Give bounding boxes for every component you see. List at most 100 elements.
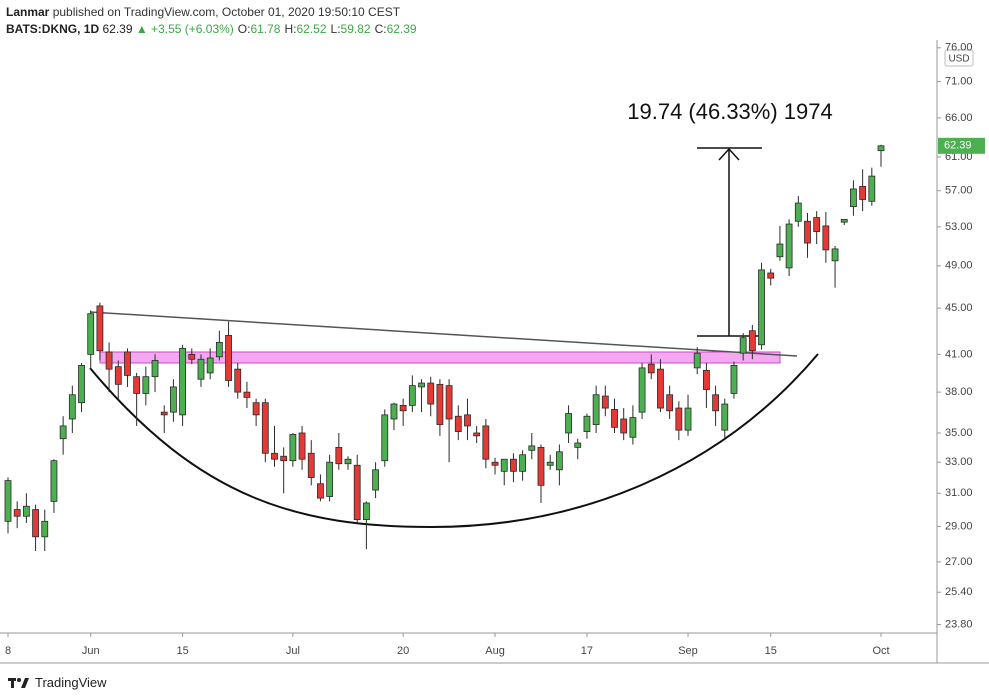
ohlc-label: H: — [284, 22, 297, 36]
y-tick-label: 66.00 — [945, 112, 973, 124]
candle-body — [804, 220, 811, 244]
x-tick-label: Jun — [82, 645, 100, 657]
brand: TradingView — [35, 675, 107, 690]
candle-body — [261, 402, 269, 454]
candle-body — [243, 391, 251, 398]
y-tick-label: 49.00 — [945, 260, 973, 272]
candle-body — [87, 313, 95, 355]
candle-body — [188, 353, 196, 360]
last-price: 62.39 — [102, 22, 133, 36]
candle-body — [436, 383, 444, 425]
y-tick-label: 45.00 — [945, 302, 973, 314]
candle-body — [583, 415, 591, 432]
candle-body — [206, 357, 214, 374]
candle-body — [307, 452, 315, 478]
candle-body — [13, 509, 21, 517]
candle-body — [298, 432, 306, 460]
quote-line: BATS:DKNG, 1D 62.39 ▲ +3.55 (+6.03%) O:61… — [6, 21, 417, 38]
candle-body — [133, 376, 141, 394]
candle-body — [758, 269, 765, 346]
candle-body — [215, 342, 223, 358]
x-tick-label: 8 — [5, 645, 11, 657]
candle-body — [280, 455, 288, 462]
candle-body — [794, 202, 802, 222]
candle-body — [179, 347, 187, 416]
symbol: BATS:DKNG, 1D — [6, 22, 100, 36]
publish-line: Lanmar published on TradingView.com, Oct… — [6, 4, 417, 21]
logo — [8, 677, 29, 688]
candle-body — [712, 394, 719, 412]
candle-body — [78, 365, 85, 404]
candle-body — [519, 454, 527, 472]
candle-body — [418, 382, 425, 388]
candle-body — [647, 363, 655, 374]
candle-body — [528, 445, 536, 451]
ohlc-value: 62.52 — [296, 22, 327, 36]
x-tick-label: 20 — [397, 645, 409, 657]
candle-body — [252, 402, 260, 416]
candle-body — [160, 411, 168, 416]
ohlc-label: C: — [374, 22, 387, 36]
candle-body — [22, 505, 30, 517]
candle-body — [372, 469, 379, 491]
candle-body — [464, 414, 471, 427]
trend-line — [89, 311, 798, 357]
ohlc-value: 62.39 — [386, 22, 417, 36]
x-tick-label: 15 — [765, 645, 777, 657]
candle-body — [317, 483, 324, 499]
currency-box — [944, 49, 974, 67]
x-tick-label: Jul — [286, 645, 300, 657]
y-tick-label: 35.00 — [945, 427, 973, 439]
candle-body — [408, 385, 416, 406]
candle-body — [592, 394, 600, 425]
candles — [4, 144, 885, 551]
candle-body — [4, 480, 12, 522]
candle-body — [555, 451, 563, 471]
candle-body — [831, 248, 839, 262]
measure-arrowhead — [718, 147, 740, 161]
candle-body — [399, 404, 407, 412]
candle-body — [105, 351, 113, 370]
candle-body — [225, 334, 232, 381]
candle-body — [124, 351, 131, 376]
y-tick-label: 41.00 — [945, 348, 973, 360]
y-tick-label: 38.00 — [945, 386, 973, 398]
x-tick-label: Sep — [678, 645, 698, 657]
candle-body — [546, 461, 554, 466]
candle-body — [234, 368, 242, 393]
candle-body — [611, 409, 618, 428]
y-tick-label: 61.00 — [945, 151, 973, 163]
candle-body — [482, 425, 490, 460]
candle-body — [454, 415, 462, 432]
candle-body — [114, 366, 122, 385]
candle-body — [859, 185, 867, 200]
y-tick-label: 23.80 — [945, 618, 973, 630]
candle-body — [362, 502, 370, 521]
candle-body — [675, 407, 683, 431]
candle-body — [813, 217, 821, 232]
currency: USD — [948, 54, 969, 65]
candle-body — [197, 358, 205, 380]
ohlc-value: 59.82 — [340, 22, 371, 36]
candle-body — [739, 337, 747, 354]
candle-body — [68, 394, 76, 420]
candle-body — [289, 434, 297, 462]
candle-body — [877, 145, 885, 152]
candle-body — [629, 417, 637, 438]
candle-body — [32, 509, 39, 538]
x-tick-label: Aug — [485, 645, 505, 657]
candle-body — [510, 458, 517, 472]
candle-body — [50, 460, 58, 502]
candle-body — [537, 446, 545, 486]
y-tick-label: 33.00 — [945, 456, 973, 468]
change: ▲ +3.55 (+6.03%) — [135, 22, 234, 36]
candle-body — [822, 225, 830, 251]
footer: TradingView — [8, 675, 107, 690]
author: Lanmar — [6, 5, 50, 19]
candle-body — [684, 407, 692, 431]
candle-body — [96, 305, 104, 352]
candle-body — [353, 464, 361, 521]
candle-body — [748, 330, 756, 352]
